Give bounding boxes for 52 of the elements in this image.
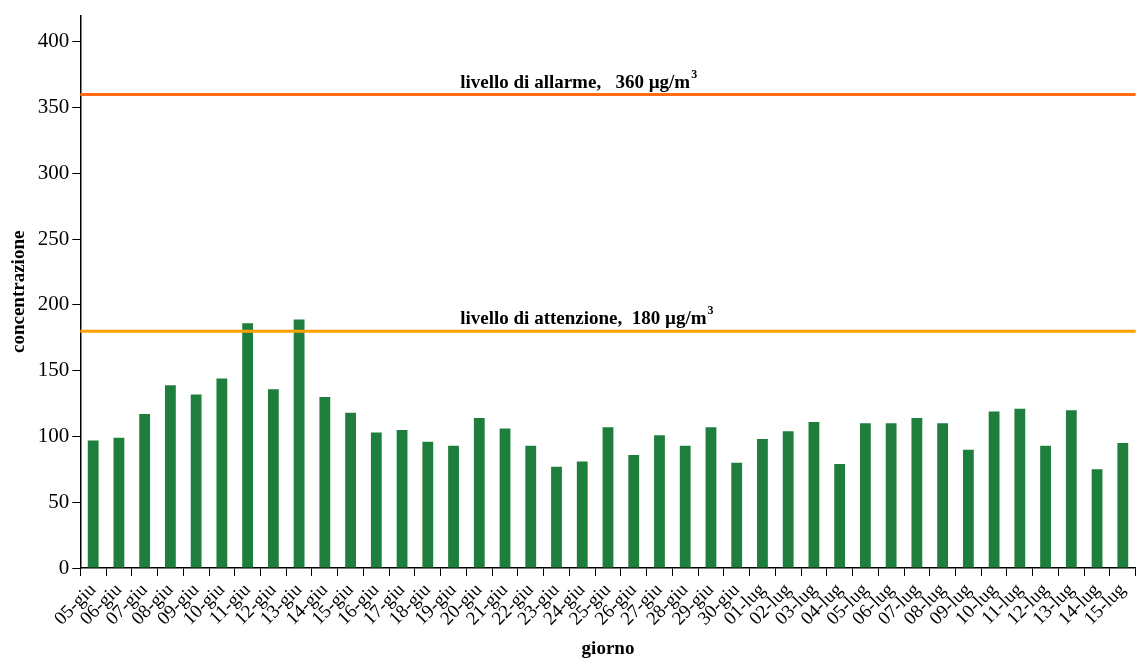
bar — [216, 378, 228, 568]
bar — [473, 418, 485, 568]
bar — [1014, 408, 1026, 568]
bar — [576, 461, 588, 568]
bar — [267, 389, 279, 568]
bar — [1117, 443, 1129, 568]
bar — [731, 462, 743, 568]
y-axis-title: concentrazione — [7, 230, 29, 353]
y-tick-label: 50 — [48, 488, 70, 513]
bar — [345, 412, 356, 568]
bar — [242, 323, 254, 568]
bar — [551, 466, 562, 568]
x-axis-title: giorno — [581, 636, 635, 658]
bar — [988, 411, 1000, 568]
bar — [911, 418, 923, 568]
bar — [370, 432, 382, 568]
bar — [705, 427, 717, 568]
bar — [628, 454, 640, 568]
y-tick-label: 400 — [37, 28, 70, 53]
bar — [525, 445, 537, 568]
bar — [422, 441, 434, 568]
bar — [139, 414, 151, 568]
bar — [859, 423, 871, 568]
bar — [113, 437, 125, 568]
bar — [396, 429, 408, 568]
bar — [1040, 445, 1051, 568]
bar — [757, 439, 768, 568]
y-tick-label: 250 — [37, 225, 70, 250]
bar — [602, 427, 614, 568]
bar — [293, 319, 305, 568]
bar — [499, 428, 511, 568]
bar — [782, 431, 794, 568]
y-tick-label: 300 — [37, 159, 70, 184]
bar — [834, 464, 846, 568]
y-tick-label: 100 — [37, 422, 70, 447]
bar — [679, 445, 691, 568]
bar — [87, 440, 99, 568]
bar — [962, 449, 974, 568]
y-tick-label: 200 — [37, 291, 70, 316]
bar — [319, 397, 331, 568]
y-tick-label: 350 — [37, 94, 70, 119]
bar — [164, 385, 176, 568]
y-tick-label: 150 — [37, 357, 70, 382]
bar — [448, 445, 459, 568]
bar — [1065, 410, 1077, 568]
bar — [190, 394, 202, 568]
bar — [654, 435, 665, 568]
bar — [937, 423, 949, 568]
bar — [1091, 469, 1103, 568]
bar — [885, 423, 897, 568]
bar — [808, 422, 820, 568]
y-tick-label: 0 — [58, 554, 70, 579]
